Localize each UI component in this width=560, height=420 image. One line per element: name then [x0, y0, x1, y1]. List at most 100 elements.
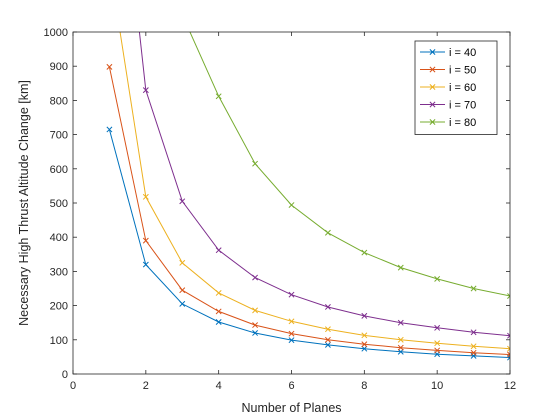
data-point-marker	[288, 318, 295, 325]
x-tick-label: 0	[70, 380, 76, 392]
y-tick-label: 500	[50, 198, 68, 210]
legend-marker-sample	[429, 66, 436, 73]
legend-label: i = 80	[449, 117, 476, 129]
data-point-marker	[470, 349, 477, 356]
data-point-marker	[288, 330, 295, 337]
data-point-marker	[397, 264, 404, 271]
data-point-marker	[470, 285, 477, 292]
data-point-marker	[179, 259, 186, 266]
data-point-marker	[361, 341, 368, 348]
data-point-marker	[397, 344, 404, 351]
data-point-marker	[324, 304, 331, 310]
data-point-marker	[215, 308, 222, 315]
legend-entry: i = 80	[420, 117, 476, 129]
legend-entry: i = 40	[420, 47, 476, 59]
legend-label: i = 70	[449, 100, 476, 112]
legend: i = 40 i = 50 i = 60 i = 70 i = 80	[414, 40, 498, 135]
data-point-marker	[507, 293, 510, 299]
axes: 0 2 4 6 8 10 12 0 100 200 300 400 500 600 700 800 900 100…	[44, 27, 517, 392]
y-tick-label: 300	[50, 266, 68, 278]
data-point-marker	[142, 237, 149, 244]
y-tick-label: 900	[50, 61, 68, 73]
data-point-marker	[434, 324, 441, 331]
legend-entry: i = 50	[420, 65, 476, 77]
y-tick-label: 1000	[44, 27, 68, 39]
legend-entry: i = 70	[420, 100, 476, 112]
legend-box	[414, 40, 498, 135]
data-point-marker	[361, 345, 368, 352]
legend-label: i = 60	[449, 82, 476, 94]
data-point-marker	[507, 332, 510, 339]
legend-label: i = 50	[449, 65, 476, 77]
data-point-marker	[361, 332, 368, 339]
data-point-marker	[507, 351, 510, 358]
data-point-marker	[252, 330, 259, 336]
data-point-marker	[288, 202, 295, 209]
data-point-marker	[507, 345, 510, 352]
series-line	[119, 32, 510, 350]
data-point-marker	[361, 312, 368, 319]
data-point-marker	[179, 287, 186, 294]
data-point-marker	[434, 275, 441, 282]
data-point-marker	[288, 337, 295, 344]
legend-marker-sample	[429, 49, 436, 55]
x-tick-label: 8	[361, 380, 367, 392]
series-line	[108, 66, 510, 355]
data-point-marker	[106, 126, 113, 133]
series-layer	[106, 32, 510, 361]
data-point-marker	[324, 229, 331, 236]
data-point-marker	[470, 343, 477, 350]
y-tick-label: 800	[50, 95, 68, 107]
series-0	[106, 126, 510, 361]
series-line	[108, 129, 510, 359]
series-line	[189, 32, 510, 297]
data-point-marker	[397, 319, 404, 326]
series-2	[119, 32, 510, 352]
legend-marker-sample	[429, 84, 436, 90]
y-tick-label: 200	[50, 301, 68, 313]
x-tick-label: 12	[504, 380, 516, 392]
data-point-marker	[215, 247, 222, 254]
data-point-marker	[215, 93, 222, 100]
series-1	[106, 63, 510, 358]
series-4	[189, 32, 510, 299]
data-point-marker	[215, 289, 222, 296]
x-tick-label: 4	[216, 380, 222, 392]
legend-label: i = 40	[449, 47, 476, 59]
data-point-marker	[397, 336, 404, 343]
data-point-marker	[215, 319, 222, 325]
y-tick-label: 100	[50, 335, 68, 347]
data-point-marker	[324, 336, 331, 343]
data-point-marker	[252, 274, 259, 281]
x-axis-title: Number of Planes	[241, 401, 341, 415]
legend-entry: i = 60	[420, 82, 476, 94]
series-3	[138, 32, 510, 339]
legend-marker-sample	[429, 119, 436, 125]
data-point-marker	[252, 322, 259, 329]
data-point-marker	[179, 198, 186, 205]
data-point-marker	[434, 347, 441, 354]
y-tick-label: 0	[62, 369, 68, 381]
data-point-marker	[324, 326, 331, 333]
data-point-marker	[434, 340, 441, 347]
legend-marker-sample	[429, 101, 436, 108]
data-point-marker	[142, 261, 149, 268]
y-tick-label: 700	[50, 130, 68, 142]
data-point-marker	[142, 193, 149, 200]
y-tick-label: 400	[50, 232, 68, 244]
x-tick-label: 6	[288, 380, 294, 392]
y-tick-label: 600	[50, 164, 68, 176]
data-point-marker	[106, 63, 113, 70]
data-point-marker	[179, 300, 186, 307]
data-point-marker	[252, 307, 259, 314]
data-point-marker	[324, 341, 331, 348]
x-tick-label: 2	[143, 380, 149, 392]
y-axis-title: Necessary High Thrust Altitude Change [k…	[17, 80, 31, 326]
data-point-marker	[288, 291, 295, 298]
data-point-marker	[142, 87, 149, 94]
data-point-marker	[252, 160, 259, 167]
series-line	[138, 32, 510, 337]
data-point-marker	[361, 249, 368, 256]
data-point-marker	[470, 329, 477, 336]
